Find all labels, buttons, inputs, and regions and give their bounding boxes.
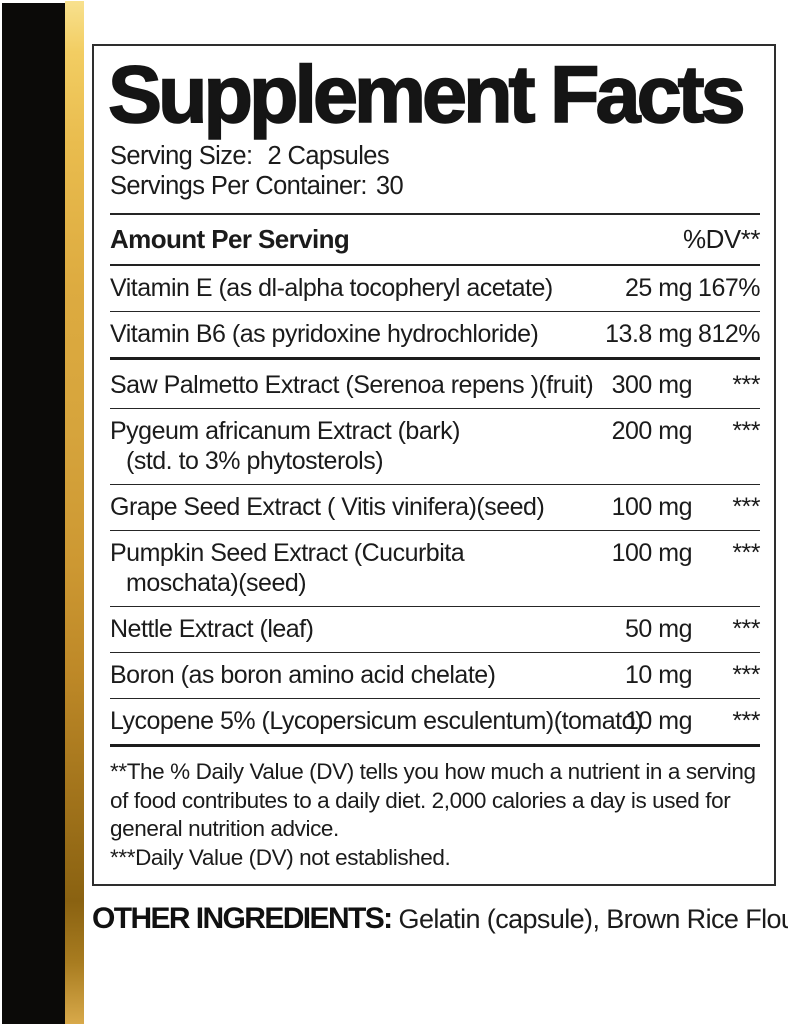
ingredient-name-line1: Saw Palmetto Extract (Serenoa repens )(f… bbox=[110, 371, 594, 399]
ingredient-name: Boron (as boron amino acid chelate) bbox=[110, 660, 596, 690]
serving-size-line: Serving Size: 2 Capsules bbox=[110, 141, 760, 171]
table-row: Pygeum africanum Extract (bark) (std. to … bbox=[110, 408, 761, 484]
other-ingredients-value: Gelatin (capsule), Brown Rice Flour. bbox=[398, 904, 788, 934]
serving-size-value: 2 Capsules bbox=[267, 142, 390, 170]
ingredient-name: Pygeum africanum Extract (bark) (std. to … bbox=[110, 416, 596, 476]
ingredient-dv: 812% bbox=[698, 320, 760, 348]
ingredient-name: Lycopene 5% (Lycopersicum esculentum)(to… bbox=[110, 706, 643, 736]
ingredient-name-line2: moschata)(seed) bbox=[126, 569, 307, 597]
ingredient-name: Grape Seed Extract ( Vitis vinifera)(see… bbox=[110, 492, 596, 522]
ingredient-dv: *** bbox=[732, 417, 760, 445]
ingredient-name: Vitamin E (as dl-alpha tocopheryl acetat… bbox=[110, 273, 596, 303]
footnotes: **The % Daily Value (DV) tells you how m… bbox=[110, 744, 760, 872]
table-row: Vitamin B6 (as pyridoxine hydrochloride)… bbox=[110, 311, 761, 357]
ingredient-name-line1: Pygeum africanum Extract (bark) bbox=[110, 417, 460, 445]
ingredient-dv: *** bbox=[732, 539, 760, 567]
package-black-band bbox=[2, 3, 65, 1024]
table-row: Grape Seed Extract ( Vitis vinifera)(see… bbox=[110, 484, 761, 530]
ingredient-dv: *** bbox=[732, 615, 760, 643]
table-row: Lycopene 5% (Lycopersicum esculentum)(to… bbox=[110, 698, 761, 744]
supplement-facts-panel: Supplement Facts Serving Size: 2 Capsules… bbox=[92, 44, 776, 886]
ingredient-dv: *** bbox=[732, 493, 760, 521]
ingredient-amount: 200 mg bbox=[611, 417, 693, 445]
amount-per-serving-label: Amount Per Serving bbox=[110, 224, 350, 254]
ingredient-amount: 100 mg bbox=[611, 539, 693, 567]
ingredient-name: Pumpkin Seed Extract (Cucurbita moschata)… bbox=[110, 538, 596, 598]
ingredient-name-line1: Nettle Extract (leaf) bbox=[110, 615, 314, 643]
ingredient-name: Vitamin B6 (as pyridoxine hydrochloride) bbox=[110, 319, 596, 349]
ingredient-name-line1: Lycopene 5% (Lycopersicum esculentum)(to… bbox=[110, 707, 643, 735]
ingredient-amount: 10 mg bbox=[625, 707, 692, 735]
ingredient-name-line1: Vitamin E (as dl-alpha tocopheryl acetat… bbox=[110, 274, 553, 302]
ingredient-amount: 300 mg bbox=[611, 371, 693, 399]
ingredient-name-line1: Pumpkin Seed Extract (Cucurbita bbox=[110, 539, 465, 567]
ingredient-name-line2: (std. to 3% phytosterols) bbox=[126, 447, 384, 475]
ingredient-name-line1: Boron (as boron amino acid chelate) bbox=[110, 661, 496, 689]
table-row: Pumpkin Seed Extract (Cucurbita moschata)… bbox=[110, 530, 761, 606]
ingredient-amount: 13.8 mg bbox=[605, 320, 692, 348]
ingredient-amount: 25 mg bbox=[625, 274, 692, 302]
divider bbox=[110, 213, 760, 215]
table-row: Boron (as boron amino acid chelate) 10 mg… bbox=[110, 652, 761, 698]
amount-per-serving-header: Amount Per Serving %DV** bbox=[110, 215, 760, 266]
ingredient-dv: 167% bbox=[698, 274, 760, 302]
ingredient-name: Nettle Extract (leaf) bbox=[110, 614, 596, 644]
ingredient-name-line1: Vitamin B6 (as pyridoxine hydrochloride) bbox=[110, 320, 539, 348]
ingredient-dv: *** bbox=[732, 707, 760, 735]
dv-not-established-note: ***Daily Value (DV) not established. bbox=[110, 844, 451, 870]
ingredient-amount: 50 mg bbox=[625, 615, 692, 643]
daily-value-note: **The % Daily Value (DV) tells you how m… bbox=[110, 759, 756, 841]
table-row: Vitamin E (as dl-alpha tocopheryl acetat… bbox=[110, 266, 761, 311]
ingredient-dv: *** bbox=[732, 371, 760, 399]
servings-per-container-label: Servings Per Container: bbox=[110, 172, 368, 200]
panel-title: Supplement Facts bbox=[107, 50, 746, 140]
percent-dv-header: %DV** bbox=[683, 224, 760, 254]
table-row: Nettle Extract (leaf) 50 mg *** bbox=[110, 606, 761, 652]
ingredient-name-line1: Grape Seed Extract ( Vitis vinifera)(see… bbox=[110, 493, 545, 521]
ingredient-rows: Vitamin E (as dl-alpha tocopheryl acetat… bbox=[110, 266, 761, 744]
other-ingredients-label: OTHER INGREDIENTS: bbox=[92, 902, 393, 935]
other-ingredients-line: OTHER INGREDIENTS: Gelatin (capsule), Bro… bbox=[92, 901, 788, 942]
ingredient-amount: 100 mg bbox=[611, 493, 693, 521]
servings-per-container-value: 30 bbox=[375, 172, 404, 200]
gold-accent-stripe bbox=[65, 1, 84, 1024]
serving-size-label: Serving Size: bbox=[110, 142, 253, 170]
ingredient-amount: 10 mg bbox=[625, 661, 692, 689]
table-row: Saw Palmetto Extract (Serenoa repens )(f… bbox=[110, 357, 761, 408]
ingredient-name: Saw Palmetto Extract (Serenoa repens )(f… bbox=[110, 370, 596, 400]
ingredient-dv: *** bbox=[732, 661, 760, 689]
servings-per-container-line: Servings Per Container: 30 bbox=[110, 171, 760, 201]
